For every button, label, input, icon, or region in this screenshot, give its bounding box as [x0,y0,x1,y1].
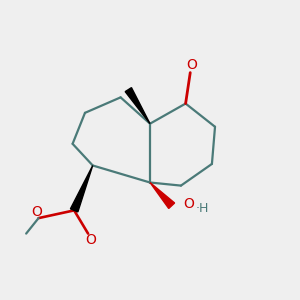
Text: O: O [186,58,197,72]
Text: O: O [32,205,42,219]
Text: O: O [86,233,97,247]
Text: ·H: ·H [196,202,209,215]
Polygon shape [70,166,93,212]
Polygon shape [150,182,175,208]
Polygon shape [125,88,150,124]
Text: O: O [183,197,194,211]
